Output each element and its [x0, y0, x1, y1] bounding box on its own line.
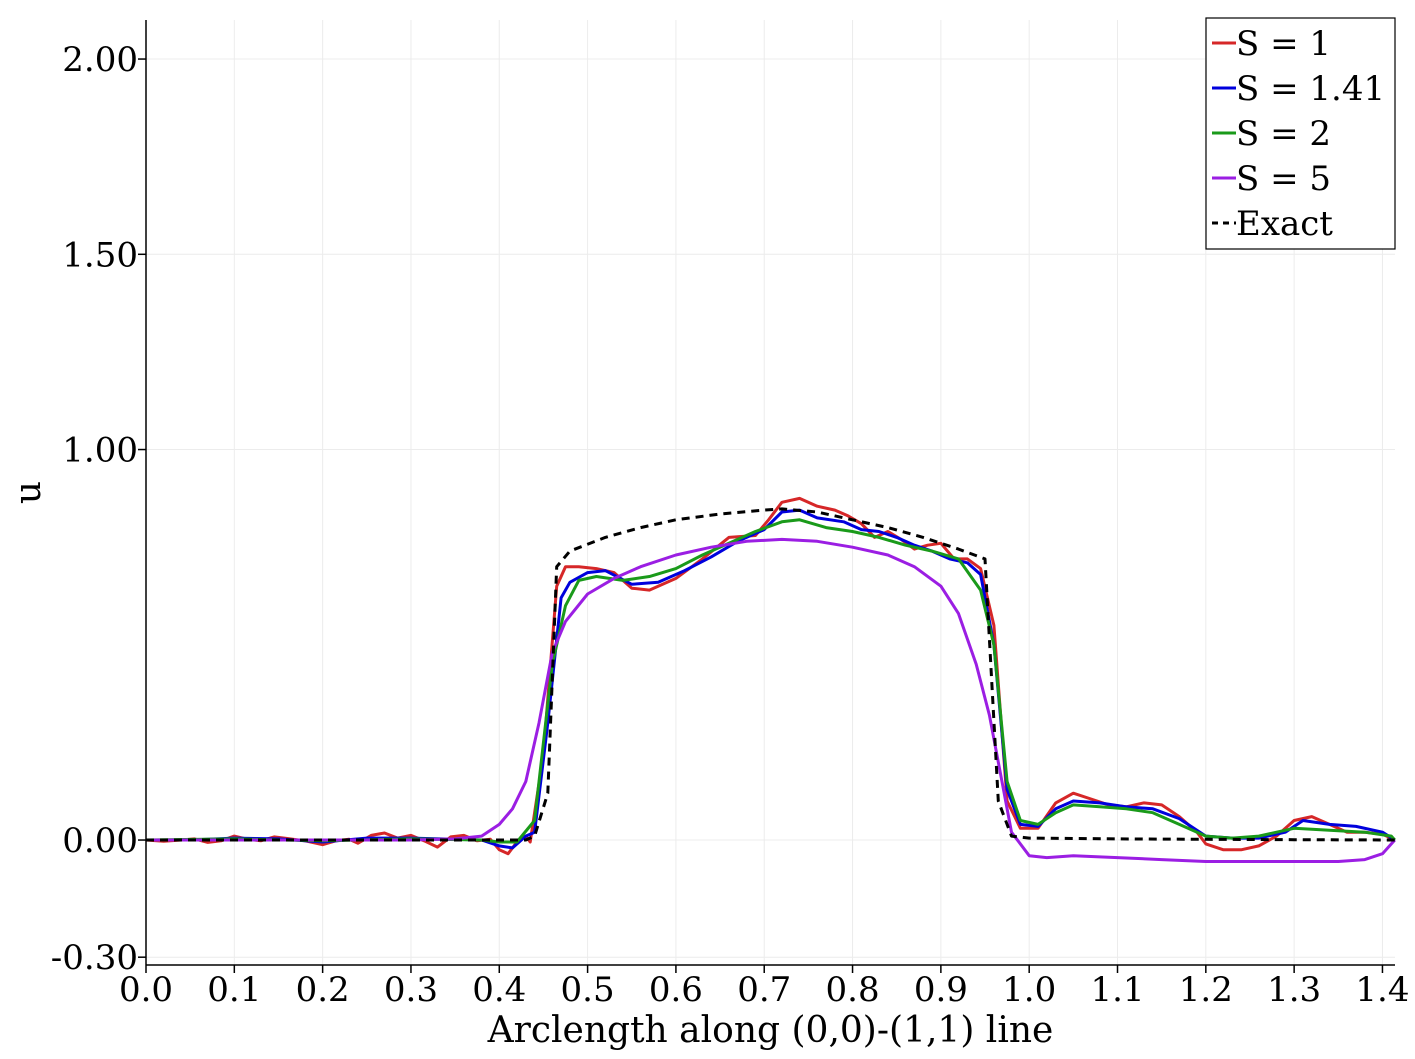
series-line-2: [146, 508, 1396, 850]
y-tick-label: -0.30: [51, 938, 138, 978]
series-line-3: [145, 518, 1396, 844]
legend-label: S = 2: [1236, 114, 1331, 154]
x-ticks: 0.0 0.1 0.2 0.3 0.4 0.5 0.6 0.7 0.8 0.9 1.0 1.1 1.2 1…: [119, 965, 1409, 1010]
series-lines: [145, 496, 1396, 863]
legend-box: [1205, 17, 1396, 250]
series-line-4: [146, 537, 1396, 863]
grid-lines: [145, 20, 1395, 965]
y-tick-label: 1.50: [62, 235, 138, 275]
x-axis-label: Arclength along (0,0)-(1,1) line: [487, 1010, 1054, 1051]
series-line-1: [145, 496, 1396, 856]
x-tick-label: 0.5: [561, 970, 615, 1010]
legend-label: S = 1: [1236, 24, 1331, 64]
x-tick-label: 0.9: [914, 970, 968, 1010]
x-tick-label: 0.0: [119, 970, 173, 1010]
y-axis-label: u: [8, 481, 49, 504]
y-tick-label: 2.00: [62, 40, 138, 80]
legend-label: Exact: [1236, 204, 1333, 244]
x-tick-label: 0.6: [649, 970, 703, 1010]
x-tick-label: 1.3: [1267, 970, 1321, 1010]
legend-label: S = 5: [1236, 159, 1331, 199]
x-tick-label: 0.1: [207, 970, 261, 1010]
x-tick-label: 0.4: [472, 970, 526, 1010]
legend: S = 1 S = 1.41 S = 2 S = 5 Exact: [1205, 17, 1396, 250]
x-tick-label: 1.2: [1179, 970, 1233, 1010]
x-tick-label: 0.8: [826, 970, 880, 1010]
axes: [145, 20, 1395, 966]
x-tick-label: 1.1: [1090, 970, 1144, 1010]
y-tick-label: 0.00: [62, 821, 138, 861]
x-tick-label: 0.7: [737, 970, 791, 1010]
x-tick-label: 0.2: [296, 970, 350, 1010]
legend-label: S = 1.41: [1236, 69, 1385, 109]
x-tick-label: 1.4: [1355, 970, 1409, 1010]
series-line-5: [146, 507, 1395, 842]
y-tick-label: 1.00: [62, 431, 138, 471]
x-tick-label: 0.3: [384, 970, 438, 1010]
x-tick-label: 1.0: [1002, 970, 1056, 1010]
y-ticks: -0.30 0.00 1.00 1.50 2.00: [51, 40, 146, 978]
